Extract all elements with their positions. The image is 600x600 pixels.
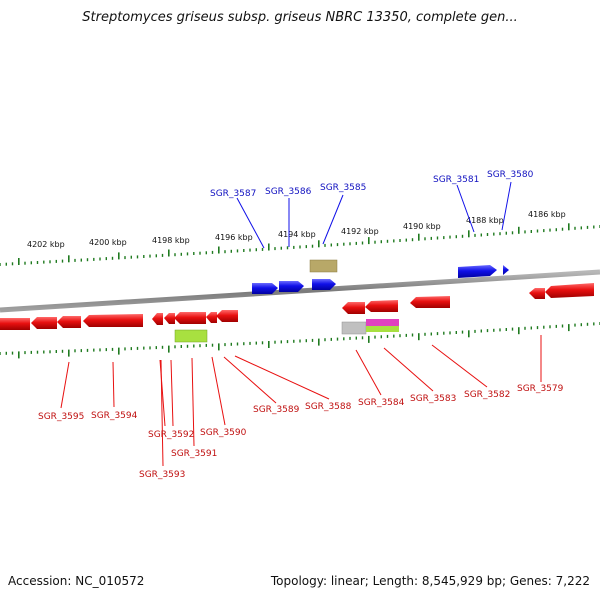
gene-arrow[interactable] (312, 279, 336, 290)
gene-arrow[interactable] (410, 296, 450, 308)
gene-label[interactable]: SGR_3590 (200, 428, 247, 438)
scale-label: 4188 kbp (466, 216, 504, 225)
gene-label[interactable]: SGR_3591 (171, 449, 217, 459)
scale-label: 4190 kbp (403, 222, 441, 231)
upper-scale-ticks (0, 223, 600, 266)
forward-leader-lines (236, 181, 512, 249)
reverse-gene-labels: SGR_3595 SGR_3594 SGR_3592 SGR_3593 SGR_… (38, 384, 564, 480)
gene-label[interactable]: SGR_3586 (265, 187, 312, 197)
gene-arrow[interactable] (279, 281, 304, 292)
gene-label[interactable]: SGR_3593 (139, 470, 185, 480)
gene-label[interactable]: SGR_3589 (253, 405, 300, 415)
gene-label[interactable]: SGR_3585 (320, 183, 366, 193)
scale-labels: 4202 kbp 4200 kbp 4198 kbp 4196 kbp 4194… (27, 210, 566, 249)
gene-label[interactable]: SGR_3580 (487, 170, 534, 180)
gene-label[interactable]: SGR_3592 (148, 430, 194, 440)
gene-arrow[interactable] (57, 316, 81, 328)
gene-arrow[interactable] (365, 300, 398, 312)
gene-arrow[interactable] (174, 312, 206, 324)
gene-arrow[interactable] (164, 313, 175, 324)
gene-arrow[interactable] (545, 283, 594, 298)
gene-arrow[interactable] (206, 312, 217, 323)
gene-label[interactable]: SGR_3595 (38, 412, 84, 422)
gene-arrow[interactable] (0, 318, 30, 330)
rna-feature[interactable] (341, 321, 367, 335)
map-title: Streptomyces griseus subsp. griseus NBRC… (82, 10, 518, 25)
genome-summary-text: Topology: linear; Length: 8,545,929 bp; … (270, 574, 590, 588)
gene-label[interactable]: SGR_3582 (464, 390, 510, 400)
gene-arrow[interactable] (458, 265, 497, 278)
scale-label: 4200 kbp (89, 238, 127, 247)
gene-arrow[interactable] (252, 283, 278, 294)
rna-feature[interactable] (366, 326, 399, 332)
gene-label[interactable]: SGR_3583 (410, 394, 456, 404)
scale-label: 4186 kbp (528, 210, 566, 219)
scale-label: 4198 kbp (152, 236, 190, 245)
scale-label: 4192 kbp (341, 227, 379, 236)
genome-backbone (0, 269, 600, 313)
gene-label[interactable]: SGR_3594 (91, 411, 138, 421)
reverse-leader-lines (60, 335, 542, 467)
forward-genes (252, 265, 509, 294)
rna-feature[interactable] (366, 319, 399, 326)
lower-scale-ticks (0, 322, 600, 359)
scale-label: 4194 kbp (278, 230, 316, 239)
gene-label[interactable]: SGR_3579 (517, 384, 564, 394)
scale-label: 4202 kbp (27, 240, 65, 249)
gene-arrow[interactable] (83, 314, 143, 327)
gene-label[interactable]: SGR_3588 (305, 402, 352, 412)
gene-arrow[interactable] (529, 288, 545, 299)
gene-label[interactable]: SGR_3581 (433, 175, 479, 185)
gene-label[interactable]: SGR_3584 (358, 398, 405, 408)
gene-label[interactable]: SGR_3587 (210, 189, 256, 199)
gene-arrow[interactable] (503, 265, 509, 275)
gene-arrow[interactable] (152, 313, 163, 325)
rna-feature[interactable] (174, 329, 208, 343)
gene-arrow[interactable] (342, 302, 365, 314)
scale-label: 4196 kbp (215, 233, 253, 242)
forward-gene-labels: SGR_3587 SGR_3586 SGR_3585 SGR_3581 SGR_… (210, 170, 534, 199)
gene-arrow[interactable] (31, 317, 57, 329)
accession-text: Accession: NC_010572 (8, 574, 145, 588)
rna-feature[interactable] (309, 259, 338, 273)
gene-arrow[interactable] (216, 310, 238, 322)
reverse-genes (0, 283, 594, 330)
rna-features (174, 259, 399, 343)
